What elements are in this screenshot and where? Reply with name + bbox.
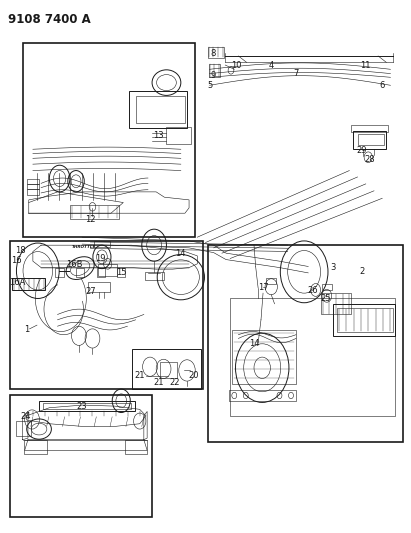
- Text: 13: 13: [153, 132, 164, 140]
- Text: 17: 17: [258, 284, 268, 292]
- Text: 11: 11: [360, 61, 371, 69]
- Text: 20: 20: [188, 372, 199, 380]
- Text: 16A: 16A: [9, 278, 25, 287]
- Text: 14: 14: [249, 340, 260, 348]
- Text: 21: 21: [134, 372, 145, 380]
- Text: 6: 6: [379, 81, 385, 90]
- Text: 1: 1: [24, 325, 29, 334]
- Text: 18: 18: [15, 246, 26, 255]
- Text: 22: 22: [169, 378, 180, 387]
- Text: THROTTLE: THROTTLE: [72, 245, 96, 249]
- Text: 16B: 16B: [66, 261, 82, 269]
- Text: 12: 12: [85, 215, 96, 224]
- Text: 3: 3: [330, 263, 336, 272]
- Text: 5: 5: [207, 81, 212, 90]
- Text: 19: 19: [95, 254, 106, 263]
- Text: 9108 7400 A: 9108 7400 A: [8, 13, 91, 26]
- Text: 24: 24: [20, 413, 31, 421]
- Text: 10: 10: [231, 61, 242, 69]
- Text: 27: 27: [85, 287, 96, 296]
- Text: 14: 14: [175, 249, 186, 257]
- Text: 7: 7: [293, 69, 299, 78]
- Text: 15: 15: [116, 269, 127, 277]
- Text: 29: 29: [356, 146, 367, 155]
- Text: 28: 28: [365, 156, 375, 164]
- Text: 25: 25: [320, 294, 331, 303]
- Text: 8: 8: [210, 49, 216, 58]
- Text: 9: 9: [210, 71, 215, 80]
- Text: 23: 23: [77, 402, 88, 410]
- Text: 16: 16: [11, 256, 22, 264]
- Text: 4: 4: [269, 61, 274, 69]
- Text: 21: 21: [153, 378, 164, 387]
- Text: 2: 2: [359, 268, 364, 276]
- Text: 26: 26: [308, 286, 319, 295]
